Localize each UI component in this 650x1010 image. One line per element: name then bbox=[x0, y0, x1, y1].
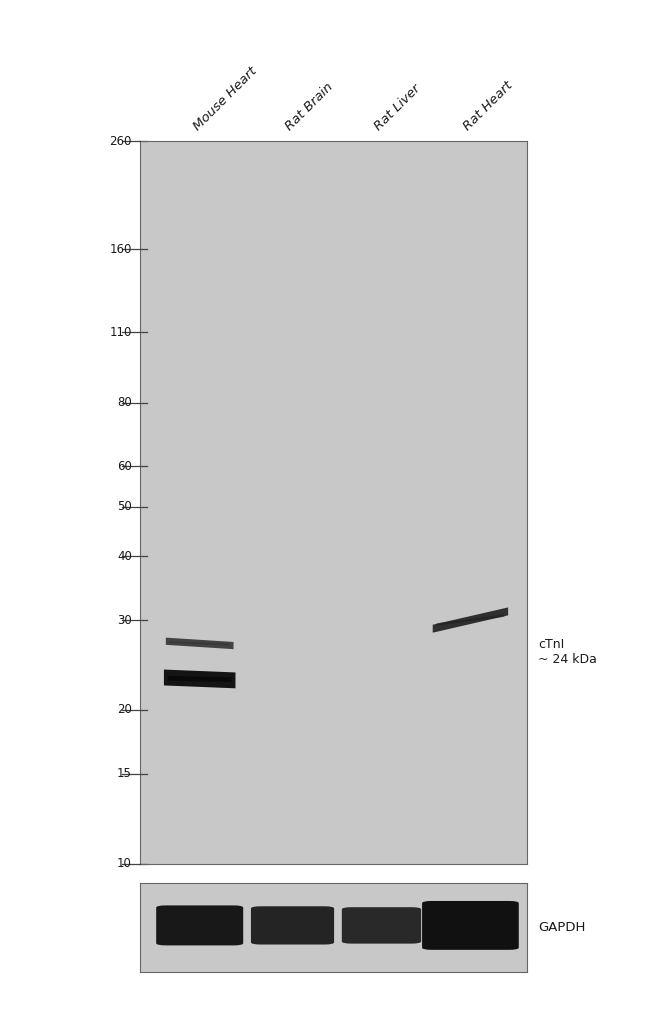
FancyBboxPatch shape bbox=[156, 905, 243, 945]
Text: 40: 40 bbox=[117, 549, 132, 563]
Text: 110: 110 bbox=[110, 325, 132, 338]
Text: 15: 15 bbox=[117, 768, 132, 780]
Polygon shape bbox=[164, 670, 235, 689]
FancyBboxPatch shape bbox=[342, 907, 421, 943]
Polygon shape bbox=[170, 641, 229, 645]
Text: cTnI
~ 24 kDa: cTnI ~ 24 kDa bbox=[538, 637, 597, 666]
Text: Mouse Heart: Mouse Heart bbox=[190, 65, 259, 133]
Text: 160: 160 bbox=[110, 242, 132, 256]
Text: GAPDH: GAPDH bbox=[538, 921, 586, 933]
FancyBboxPatch shape bbox=[251, 906, 334, 944]
Polygon shape bbox=[166, 637, 233, 649]
Text: 80: 80 bbox=[117, 396, 132, 409]
Text: Rat Liver: Rat Liver bbox=[372, 82, 423, 133]
Text: 30: 30 bbox=[117, 613, 132, 626]
Polygon shape bbox=[168, 676, 231, 682]
Text: Rat Heart: Rat Heart bbox=[462, 79, 515, 133]
Text: 10: 10 bbox=[117, 857, 132, 870]
Text: Rat Brain: Rat Brain bbox=[283, 81, 336, 133]
Text: 20: 20 bbox=[117, 703, 132, 716]
Text: 50: 50 bbox=[117, 500, 132, 513]
FancyBboxPatch shape bbox=[422, 901, 519, 949]
Polygon shape bbox=[433, 607, 508, 632]
Polygon shape bbox=[437, 614, 504, 625]
Text: 60: 60 bbox=[117, 460, 132, 473]
Text: 260: 260 bbox=[110, 135, 132, 147]
